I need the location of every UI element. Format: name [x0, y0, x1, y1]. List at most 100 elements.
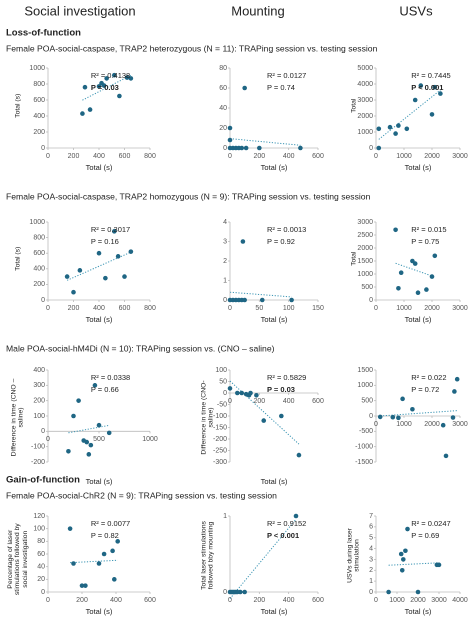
- y-tick-label: 800: [33, 81, 45, 88]
- data-point: [296, 452, 302, 458]
- y-tick-label: 80: [219, 65, 227, 72]
- x-tick-label: 400: [93, 153, 105, 160]
- y-tick-label: -250: [213, 447, 227, 454]
- row-title: Female POA-social-ChR2 (N = 9): TRAPing …: [6, 490, 277, 500]
- x-tick-label: 400: [93, 305, 105, 312]
- x-tick-label: 800: [144, 153, 156, 160]
- y-tick-label: 0: [369, 145, 373, 152]
- y-tick-label: 40: [37, 564, 45, 571]
- y-axis-label: Difference in time (CNO-saline): [200, 380, 215, 455]
- data-point: [240, 239, 246, 244]
- data-point: [112, 72, 117, 78]
- x-tick-label: 3000: [452, 153, 468, 160]
- y-tick-label: 1500: [357, 367, 373, 374]
- x-axis-label: Total (s): [405, 607, 432, 616]
- data-point: [84, 439, 90, 445]
- group-heading: Loss-of-function: [6, 28, 81, 39]
- data-point: [96, 84, 102, 89]
- data-point: [429, 112, 435, 117]
- x-tick-label: 0: [228, 398, 232, 405]
- y-tick-label: 3000: [357, 219, 373, 226]
- annotation: P < 0.001: [411, 83, 443, 92]
- data-point: [237, 589, 243, 595]
- y-tick-label: 50: [219, 378, 227, 385]
- y-axis-label: Total (s): [14, 93, 22, 118]
- x-tick-label: 400: [283, 398, 295, 405]
- data-point: [82, 84, 88, 90]
- y-tick-label: -50: [217, 401, 227, 408]
- data-point: [235, 390, 240, 396]
- data-point: [128, 76, 134, 81]
- y-tick-label: 0: [369, 297, 373, 304]
- y-tick-label: 0: [223, 297, 227, 304]
- annotation: P = 0.16: [91, 237, 119, 246]
- data-point: [80, 111, 85, 116]
- data-point: [103, 275, 108, 281]
- data-point: [87, 107, 93, 112]
- data-point: [432, 84, 438, 90]
- x-tick-label: 400: [283, 597, 295, 604]
- data-point: [66, 448, 71, 454]
- data-point: [396, 286, 401, 291]
- x-tick-label: 1000: [396, 305, 412, 312]
- x-axis-label: Total (s): [261, 163, 288, 172]
- data-point: [410, 406, 415, 412]
- x-tick-label: 200: [68, 153, 80, 160]
- y-tick-label: 0: [41, 297, 45, 304]
- x-tick-label: 1000: [396, 153, 412, 160]
- y-tick-label: 500: [361, 284, 373, 291]
- row-title: Male POA-social-hM4Di (N = 10): TRAPing …: [6, 343, 275, 353]
- data-point: [77, 268, 83, 273]
- data-point: [96, 422, 102, 428]
- data-point: [376, 145, 382, 151]
- y-tick-label: 1500: [357, 258, 373, 265]
- y-tick-label: 200: [33, 398, 45, 405]
- data-point: [92, 383, 98, 388]
- data-point: [429, 274, 435, 279]
- data-point: [436, 562, 442, 568]
- y-axis-label: Total laser stimulations followed bby mo…: [200, 521, 215, 590]
- data-point: [101, 83, 107, 88]
- y-tick-label: 4000: [357, 81, 373, 88]
- x-axis-label: Total (s): [405, 315, 432, 324]
- x-tick-label: 1000: [142, 436, 158, 443]
- data-point: [110, 548, 115, 554]
- trendline: [82, 74, 132, 101]
- y-tick-label: 7: [369, 513, 373, 520]
- data-point: [122, 274, 127, 279]
- x-tick-label: 0: [46, 436, 50, 443]
- annotation: P = 0.69: [411, 531, 439, 540]
- y-tick-label: 1000: [357, 271, 373, 278]
- x-tick-label: 0: [228, 305, 232, 312]
- data-point: [115, 254, 121, 259]
- y-tick-label: 0: [223, 589, 227, 596]
- data-point: [242, 297, 247, 303]
- y-tick-label: -200: [213, 436, 227, 443]
- x-tick-label: 600: [312, 153, 324, 160]
- x-tick-label: 0: [374, 305, 378, 312]
- data-point: [242, 589, 247, 595]
- trendline: [229, 138, 301, 146]
- data-point: [86, 452, 92, 457]
- data-point: [279, 413, 284, 419]
- data-point: [67, 526, 73, 531]
- x-tick-label: 200: [253, 153, 265, 160]
- annotation: R² = 0.9152: [267, 519, 306, 528]
- y-tick-label: 100: [215, 367, 227, 374]
- x-tick-label: 500: [93, 436, 105, 443]
- y-tick-label: 2500: [357, 232, 373, 239]
- x-tick-label: 600: [119, 153, 131, 160]
- y-tick-label: -100: [213, 413, 227, 420]
- trendline: [68, 424, 110, 434]
- data-point: [401, 557, 406, 562]
- data-point: [254, 393, 259, 398]
- x-axis-label: Total (s): [261, 477, 288, 486]
- annotation: R² = 0.0338: [91, 373, 130, 382]
- annotation: R² = 0.0247: [411, 519, 450, 528]
- trendline: [395, 262, 435, 278]
- x-tick-label: 1000: [396, 421, 412, 428]
- trendline: [66, 251, 132, 281]
- data-point: [71, 289, 76, 295]
- x-tick-label: 4000: [452, 597, 468, 604]
